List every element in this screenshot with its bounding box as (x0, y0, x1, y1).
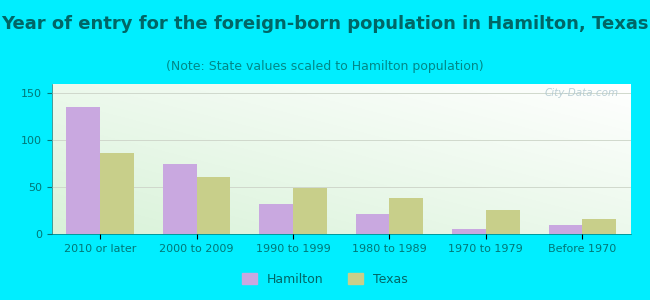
Text: (Note: State values scaled to Hamilton population): (Note: State values scaled to Hamilton p… (166, 60, 484, 73)
Bar (66, 107, 100, 234)
Bar (356, 214, 389, 234)
Text: Year of entry for the foreign-born population in Hamilton, Texas: Year of entry for the foreign-born popul… (1, 15, 649, 33)
Text: City-Data.com: City-Data.com (545, 88, 619, 98)
Legend: Hamilton, Texas: Hamilton, Texas (237, 268, 413, 291)
Bar (582, 219, 616, 234)
Bar (259, 204, 293, 234)
Bar (486, 210, 519, 234)
Bar (293, 188, 327, 234)
Bar (163, 164, 196, 234)
Bar (452, 229, 486, 234)
Bar (100, 153, 134, 234)
Bar (389, 198, 423, 234)
Bar (549, 225, 582, 234)
Bar (196, 177, 230, 234)
